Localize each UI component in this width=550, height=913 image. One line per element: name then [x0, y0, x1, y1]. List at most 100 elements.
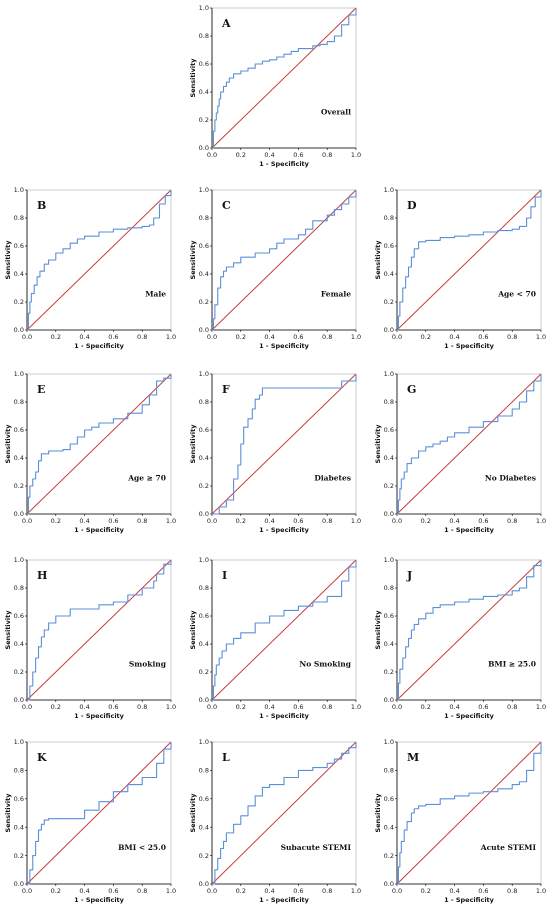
x-tick-label: 1.0	[166, 887, 176, 895]
x-tick-label: 0.8	[322, 333, 332, 341]
y-tick-label: 0.8	[384, 584, 394, 592]
x-tick-label: 1.0	[536, 517, 546, 525]
y-tick-label: 0.2	[199, 482, 209, 490]
x-axis-title: 1 - Specificity	[259, 896, 310, 904]
x-tick-label: 0.0	[22, 703, 32, 711]
y-tick-label: 0.4	[199, 270, 209, 278]
y-axis-title: Sensitivity	[4, 424, 12, 464]
subgroup-label: BMI < 25.0	[118, 843, 166, 852]
panel-letter: D	[407, 199, 417, 212]
x-axis-title: 1 - Specificity	[444, 526, 495, 534]
y-tick-label: 0.0	[384, 510, 394, 518]
subgroup-label: Subacute STEMI	[281, 843, 352, 852]
roc-curve-subacute-stemi	[212, 742, 357, 885]
reference-line	[211, 559, 357, 701]
x-tick-label: 0.4	[79, 517, 89, 525]
reference-line	[26, 189, 172, 331]
y-tick-label: 1.0	[384, 738, 394, 746]
y-tick-label: 0.8	[384, 398, 394, 406]
subgroup-label: No Smoking	[299, 659, 351, 668]
x-tick-label: 0.4	[79, 333, 89, 341]
x-tick-label: 0.0	[22, 887, 32, 895]
y-tick-label: 0.6	[384, 242, 394, 250]
x-tick-label: 1.0	[166, 517, 176, 525]
y-tick-label: 0.4	[384, 454, 394, 462]
x-tick-label: 0.6	[293, 887, 303, 895]
y-tick-label: 0.6	[384, 426, 394, 434]
y-tick-label: 0.0	[199, 326, 209, 334]
roc-curve-diabetes	[212, 374, 357, 515]
x-axis-title: 1 - Specificity	[259, 526, 310, 534]
y-axis-title: Sensitivity	[374, 424, 382, 464]
roc-curve-age-70	[27, 374, 172, 515]
roc-panel-a: 0.00.0 0.2 0.2 0.4 0.4 0.6 0.6 0.8 0.8 1.0 1.0 1 - …	[189, 4, 361, 168]
subgroup-label: Acute STEMI	[480, 843, 537, 852]
reference-line	[211, 189, 357, 331]
y-axis-title: Sensitivity	[189, 793, 197, 833]
x-tick-label: 0.6	[293, 703, 303, 711]
y-axis-title: Sensitivity	[4, 240, 12, 280]
y-tick-label: 0.6	[14, 242, 24, 250]
roc-panel-e: 0.00.0 0.2 0.2 0.4 0.4 0.6 0.6 0.8 0.8 1.0 1.0 1 - …	[4, 370, 176, 534]
x-axis-title: 1 - Specificity	[74, 712, 125, 720]
x-tick-label: 0.0	[207, 703, 217, 711]
x-tick-label: 0.8	[137, 333, 147, 341]
x-tick-label: 0.6	[108, 517, 118, 525]
reference-line	[396, 373, 542, 515]
x-tick-label: 0.8	[507, 517, 517, 525]
y-tick-label: 0.8	[14, 398, 24, 406]
y-tick-label: 0.0	[14, 326, 24, 334]
x-tick-label: 0.2	[236, 151, 246, 159]
y-tick-label: 0.6	[199, 60, 209, 68]
y-tick-label: 0.2	[14, 482, 24, 490]
x-tick-label: 0.6	[293, 333, 303, 341]
x-tick-label: 0.6	[108, 887, 118, 895]
y-tick-label: 1.0	[199, 4, 209, 12]
x-tick-label: 0.8	[137, 887, 147, 895]
x-tick-label: 0.8	[507, 333, 517, 341]
y-tick-label: 1.0	[384, 186, 394, 194]
x-tick-label: 0.8	[322, 151, 332, 159]
subgroup-label: Overall	[321, 107, 351, 116]
roc-panel-g: 0.00.0 0.2 0.2 0.4 0.4 0.6 0.6 0.8 0.8 1.0 1.0 1 - …	[374, 370, 546, 534]
y-tick-label: 0.8	[199, 398, 209, 406]
panel-letter: B	[37, 199, 46, 212]
y-tick-label: 0.8	[199, 32, 209, 40]
x-tick-label: 0.0	[207, 151, 217, 159]
panel-letter: J	[406, 569, 412, 582]
subgroup-label: No Diabetes	[485, 473, 536, 482]
x-tick-label: 1.0	[351, 151, 361, 159]
y-tick-label: 0.4	[384, 640, 394, 648]
y-tick-label: 0.6	[199, 426, 209, 434]
x-tick-label: 1.0	[166, 333, 176, 341]
y-tick-label: 0.8	[14, 214, 24, 222]
y-tick-label: 0.2	[14, 852, 24, 860]
x-tick-label: 0.0	[392, 703, 402, 711]
reference-line	[396, 189, 542, 331]
y-tick-label: 0.0	[14, 696, 24, 704]
x-tick-label: 0.2	[421, 703, 431, 711]
x-tick-label: 0.0	[207, 517, 217, 525]
panel-letter: L	[222, 751, 230, 764]
y-tick-label: 0.8	[199, 767, 209, 775]
y-tick-label: 0.2	[199, 668, 209, 676]
x-axis-title: 1 - Specificity	[74, 896, 125, 904]
reference-line	[396, 559, 542, 701]
roc-panel-k: 0.00.0 0.2 0.2 0.4 0.4 0.6 0.6 0.8 0.8 1.0 1.0 1 - …	[4, 738, 176, 904]
y-tick-label: 0.4	[384, 823, 394, 831]
y-tick-label: 0.4	[199, 454, 209, 462]
x-axis-title: 1 - Specificity	[259, 342, 310, 350]
x-tick-label: 0.2	[236, 517, 246, 525]
x-tick-label: 1.0	[351, 517, 361, 525]
x-tick-label: 0.4	[264, 703, 274, 711]
subgroup-label: Age ≥ 70	[127, 473, 166, 482]
x-tick-label: 0.2	[51, 333, 61, 341]
y-tick-label: 0.2	[384, 482, 394, 490]
y-tick-label: 0.4	[14, 823, 24, 831]
y-tick-label: 0.0	[199, 880, 209, 888]
x-axis-title: 1 - Specificity	[259, 712, 310, 720]
y-tick-label: 0.8	[199, 214, 209, 222]
y-tick-label: 0.6	[199, 242, 209, 250]
x-tick-label: 0.4	[449, 887, 459, 895]
y-axis-title: Sensitivity	[374, 240, 382, 280]
